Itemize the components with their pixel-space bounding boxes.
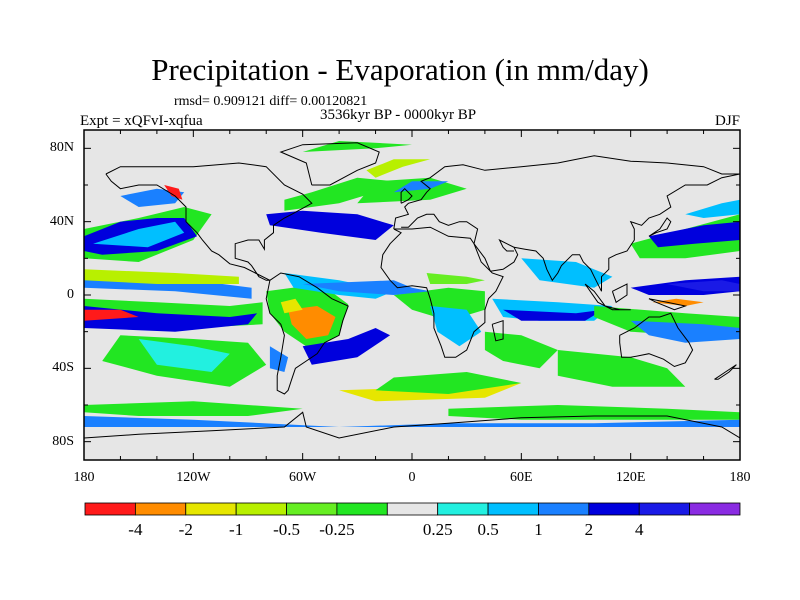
colorbar-swatch <box>386 502 439 516</box>
contour-region <box>667 280 740 292</box>
colorbar-swatch <box>286 502 338 516</box>
colorbar-label: 2 <box>584 520 594 539</box>
contour-region <box>84 401 303 416</box>
contour-region <box>84 306 258 332</box>
coastline <box>393 155 740 230</box>
contour-region <box>138 339 230 372</box>
coastline <box>648 217 672 237</box>
x-tick-label: 180 <box>73 470 95 485</box>
colorbar-swatch <box>185 502 237 516</box>
coastline <box>400 187 413 204</box>
x-tick-label: 0 <box>408 470 416 485</box>
y-tick-label: 40N <box>49 213 74 229</box>
x-tick-label: 180 <box>729 470 751 485</box>
contour-region <box>393 181 449 193</box>
contour-region <box>164 185 183 200</box>
contour-region <box>269 346 289 372</box>
coastline <box>584 283 631 311</box>
colorbar-swatch <box>134 502 187 516</box>
contour-region <box>84 309 139 321</box>
contour-region <box>284 177 394 211</box>
colorbar-swatch <box>689 502 741 516</box>
coastline <box>513 173 740 292</box>
contour-region <box>557 350 686 387</box>
y-tick-label: 80N <box>49 140 74 156</box>
colorbar-label: -1 <box>229 520 244 539</box>
contour-region <box>302 280 431 295</box>
y-tick-label: 0 <box>67 287 74 302</box>
contour-region <box>630 320 740 343</box>
coastline <box>380 226 504 358</box>
colorbar-label: 1 <box>534 520 543 539</box>
contour-region <box>426 273 485 284</box>
colorbar-label: 0.5 <box>477 520 499 539</box>
y-tick-label: 80S <box>52 433 74 449</box>
contour-region <box>685 199 740 218</box>
colorbar-swatch <box>235 502 287 516</box>
colorbar-label: 0.25 <box>422 520 453 539</box>
colorbar-label: -0.5 <box>273 520 300 539</box>
contour-region <box>484 331 558 369</box>
contour-region <box>93 221 185 248</box>
contour-region <box>375 372 522 394</box>
pe-contours <box>84 141 740 427</box>
colorbar <box>84 502 741 516</box>
contour-region <box>521 258 613 288</box>
coastline <box>84 411 740 439</box>
coastline <box>473 238 519 272</box>
map-title: Precipitation - Evaporation (in mm/day) <box>151 52 649 87</box>
contour-region <box>648 221 740 248</box>
x-tick-label: 60E <box>510 470 533 485</box>
contour-region <box>288 306 336 339</box>
colorbar-label: -0.25 <box>319 520 355 539</box>
colorbar-label: -4 <box>128 520 143 539</box>
x-tick-label: 120W <box>176 470 211 485</box>
contour-region <box>120 188 185 207</box>
colorbar-swatch <box>336 502 388 516</box>
contour-region <box>266 210 394 240</box>
axis-ticks <box>83 130 741 460</box>
colorbar-swatch <box>588 502 640 516</box>
coastline <box>265 272 349 395</box>
x-tick-label: 60W <box>289 470 317 485</box>
x-tick-label: 120E <box>615 470 646 485</box>
coastline <box>491 320 504 342</box>
coastline <box>611 283 628 304</box>
y-tick-label: 40S <box>52 360 74 376</box>
colorbar-label: 4 <box>634 520 644 539</box>
coastlines <box>84 142 740 439</box>
coastline <box>619 312 694 368</box>
season-label: DJF <box>714 113 740 129</box>
colorbar-label: -2 <box>178 520 193 539</box>
contour-region <box>652 298 704 306</box>
experiment-label: Expt = xQFvI-xqfua <box>80 113 203 129</box>
stats-text: rmsd= 0.909121 diff= 0.00120821 <box>174 94 368 109</box>
contour-region <box>302 328 391 365</box>
colorbar-swatch <box>437 502 489 516</box>
colorbar-swatch <box>84 502 136 516</box>
map-field <box>84 130 740 460</box>
coastline <box>401 213 479 244</box>
colorbar-swatch <box>538 502 590 516</box>
colorbar-swatch <box>638 502 691 516</box>
coastline <box>279 142 380 186</box>
coastline <box>714 364 737 380</box>
contour-region <box>366 159 431 178</box>
colorbar-swatch <box>487 502 539 516</box>
contour-region <box>84 416 740 427</box>
contour-region <box>430 306 482 347</box>
contour-region <box>280 298 303 314</box>
contour-region <box>503 309 604 321</box>
coastline <box>105 162 313 281</box>
contour-region <box>84 269 239 284</box>
coastline <box>648 298 688 311</box>
period-label: 3536kyr BP - 0000kyr BP <box>320 107 477 123</box>
